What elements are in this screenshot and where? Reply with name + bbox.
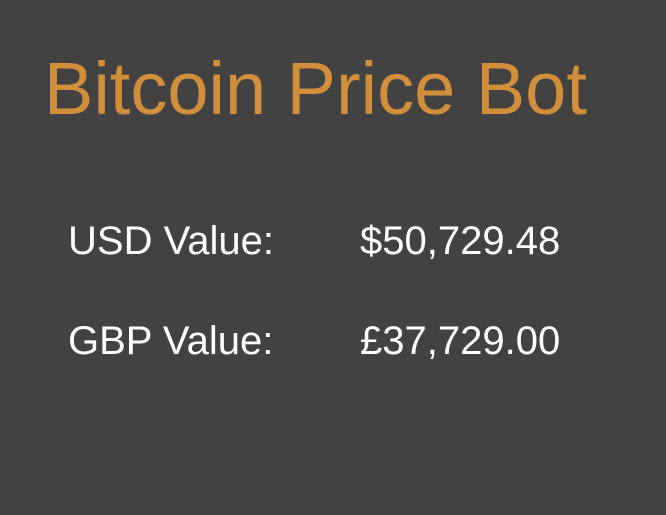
gbp-value-label: GBP Value: xyxy=(68,319,274,363)
gbp-price-row: GBP Value: £37,729.00 xyxy=(0,321,666,371)
page-title: Bitcoin Price Bot xyxy=(44,47,587,130)
usd-value-label: USD Value: xyxy=(68,219,275,263)
gbp-value: £37,729.00 xyxy=(360,319,561,363)
usd-price-row: USD Value: $50,729.48 xyxy=(0,221,666,271)
usd-value: $50,729.48 xyxy=(360,219,561,263)
